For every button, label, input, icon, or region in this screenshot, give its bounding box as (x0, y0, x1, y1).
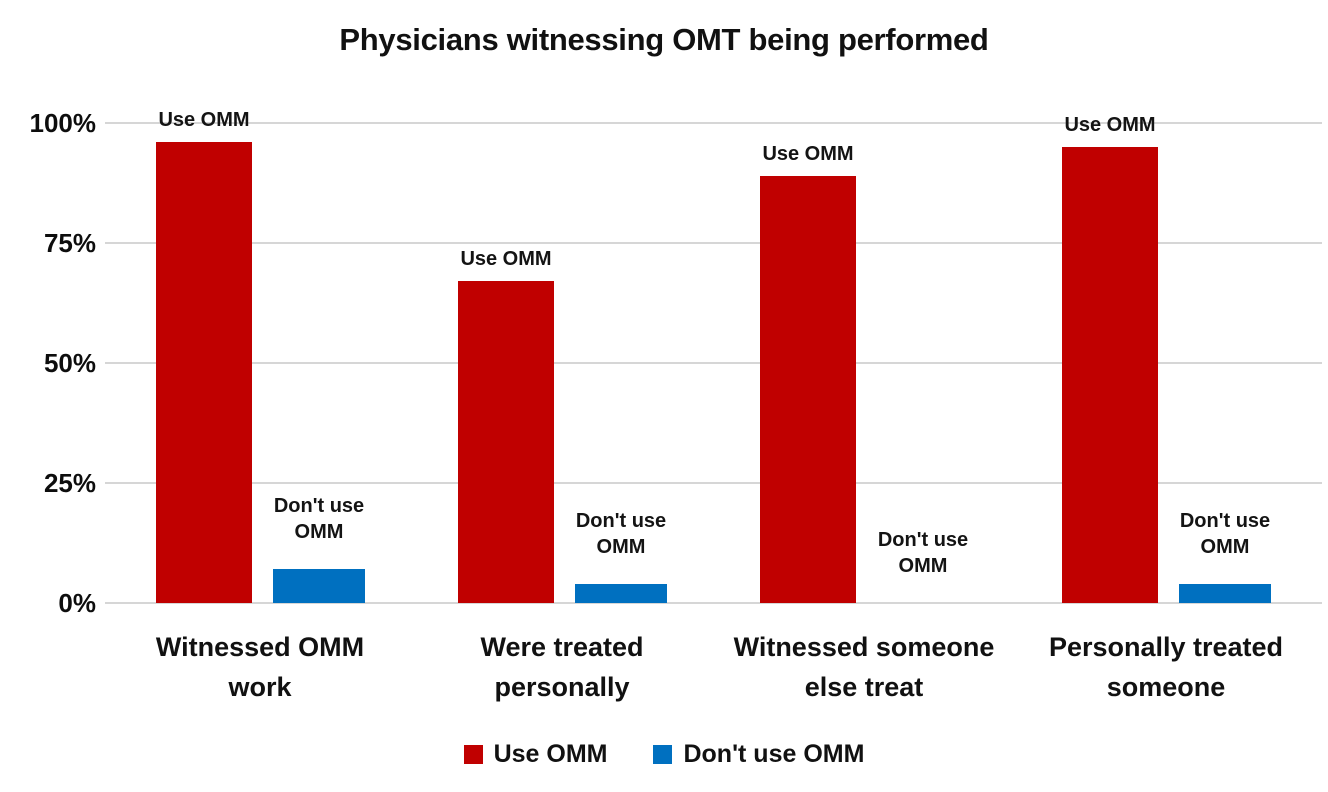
bar-label-use-omm: Use OMM (762, 143, 854, 165)
bar-use-omm (156, 142, 252, 603)
bar-label-use-omm: Use OMM (1064, 114, 1156, 136)
legend-swatch-don-t-use-omm (653, 745, 673, 764)
legend-item: Don't use OMM (653, 740, 864, 769)
y-axis-tick-label: 50% (43, 348, 96, 378)
chart-title: Physicians witnessing OMT being performe… (339, 22, 989, 57)
bar-dont-use-omm (1179, 584, 1271, 603)
legend-label: Use OMM (493, 740, 608, 768)
legend: Use OMM Don't use OMM (0, 740, 1328, 769)
bar-dont-use-omm (273, 569, 365, 603)
x-axis-category-label: Personally treated someone (1048, 632, 1284, 702)
bar-dont-use-omm (575, 584, 667, 603)
legend-label: Don't use OMM (683, 740, 865, 768)
y-axis-tick-label: 25% (43, 468, 96, 498)
gridline (105, 362, 1322, 364)
y-axis-tick-label: 100% (29, 108, 97, 138)
x-axis-category-label: Witnessed OMM work (155, 632, 365, 702)
bar-use-omm (1062, 147, 1158, 603)
bar-label-use-omm: Use OMM (460, 248, 552, 270)
x-axis-category-label: Were treated personally (480, 632, 644, 702)
bar-label-use-omm: Use OMM (158, 109, 250, 131)
gridline (105, 602, 1322, 604)
legend-swatch-use-omm (463, 745, 483, 764)
gridline (105, 122, 1322, 124)
x-axis-category-label: Witnessed someone else treat (733, 632, 995, 702)
bar-label-dont-use-omm: Don't use OMM (575, 510, 667, 558)
gridline (105, 482, 1322, 484)
y-axis-tick-label: 0% (58, 588, 96, 618)
bar-use-omm (458, 281, 554, 603)
legend-item: Use OMM (463, 740, 608, 769)
bar-label-dont-use-omm: Don't use OMM (273, 495, 365, 543)
bar-use-omm (760, 176, 856, 603)
bar-label-dont-use-omm: Don't use OMM (1179, 510, 1271, 558)
gridline (105, 242, 1322, 244)
bar-label-dont-use-omm: Don't use OMM (877, 529, 969, 577)
y-axis-tick-label: 75% (43, 228, 96, 258)
